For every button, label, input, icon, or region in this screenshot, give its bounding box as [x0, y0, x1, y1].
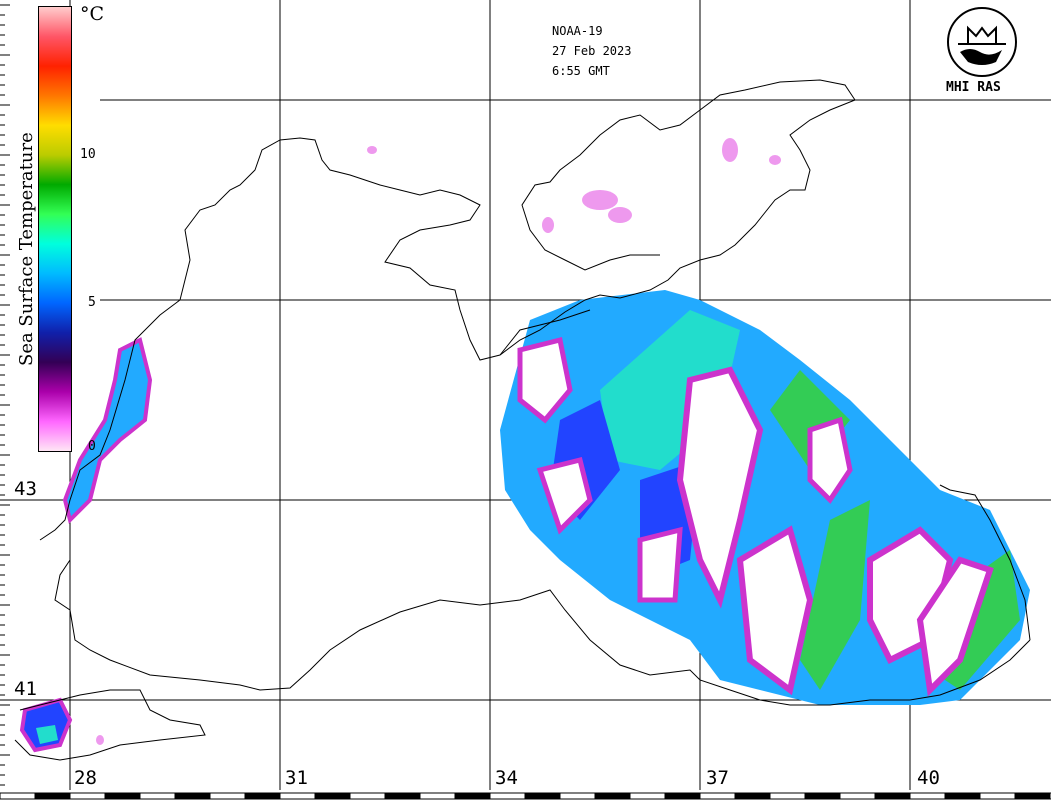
colorbar-gradient — [38, 6, 72, 452]
bottom-scale-segment — [629, 792, 666, 800]
bottom-scale-segment — [0, 792, 36, 800]
bottom-scale-segment — [979, 792, 1016, 800]
bottom-scale-segment — [314, 792, 351, 800]
bottom-scale-segment — [874, 792, 911, 800]
bottom-scale-segment — [69, 792, 106, 800]
bottom-scale-segment — [489, 792, 526, 800]
bottom-scale-segment — [419, 792, 456, 800]
sst-coverage-azov — [96, 138, 781, 745]
colorbar-tick-0: 0 — [88, 439, 96, 454]
lon-label-31: 31 — [285, 767, 308, 789]
colorbar-tick-5: 5 — [88, 295, 96, 310]
bottom-scale-segment — [174, 792, 211, 800]
lon-label-34: 34 — [495, 767, 518, 789]
lat-label-43: 43 — [14, 478, 37, 500]
bottom-scale-segment — [699, 792, 736, 800]
sst-coverage-west — [19, 337, 153, 753]
lon-label-37: 37 — [706, 767, 729, 789]
bottom-scale-segment — [664, 792, 701, 800]
acquisition-date: 27 Feb 2023 — [552, 44, 632, 58]
bottom-scale-segment — [209, 792, 246, 800]
bottom-scale-segment — [944, 792, 981, 800]
lon-label-40: 40 — [917, 767, 940, 789]
bottom-scale-segment — [734, 792, 771, 800]
bottom-scale-segment — [279, 792, 316, 800]
bottom-scale-segment — [244, 792, 281, 800]
mhi-logo-emblem — [947, 7, 1017, 77]
bottom-scale-segment — [559, 792, 596, 800]
bottom-scale-segment — [909, 792, 946, 800]
sst-coverage-east — [500, 290, 1030, 705]
bottom-scale-segment — [34, 792, 71, 800]
acquisition-time: 6:55 GMT — [552, 64, 610, 78]
coastline — [14, 79, 1031, 761]
bottom-scale-segment — [594, 792, 631, 800]
bottom-scale-segment — [1014, 792, 1051, 800]
bottom-scale-segment — [454, 792, 491, 800]
bottom-scale-segment — [349, 792, 386, 800]
satellite-name: NOAA-19 — [552, 24, 603, 38]
bottom-scale-segment — [104, 792, 141, 800]
colorbar-tick-10: 10 — [80, 147, 96, 162]
colorbar-unit: °C — [80, 3, 105, 25]
logo-text: MHI RAS — [946, 80, 1001, 95]
bottom-scale-segment — [839, 792, 876, 800]
bottom-scale-segment — [139, 792, 176, 800]
bottom-scale-segment — [769, 792, 806, 800]
lat-label-41: 41 — [14, 678, 37, 700]
bottom-scale-segment — [524, 792, 561, 800]
bottom-scale-segment — [384, 792, 421, 800]
bottom-scale-segment — [804, 792, 841, 800]
lon-label-28: 28 — [74, 767, 97, 789]
